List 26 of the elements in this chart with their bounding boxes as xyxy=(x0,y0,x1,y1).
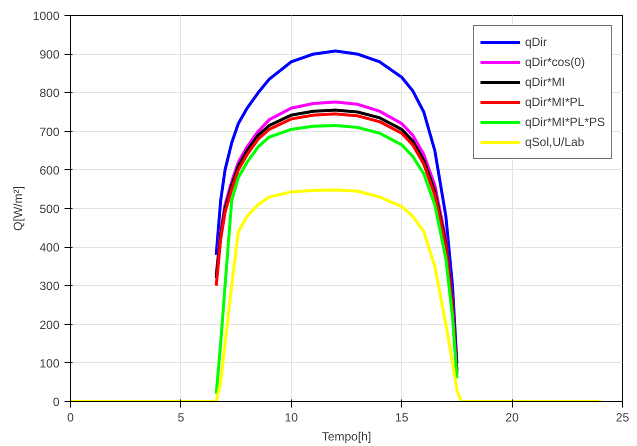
legend-label: qDir xyxy=(524,35,547,49)
y-tick-label: 300 xyxy=(39,279,60,294)
x-tick-label: 0 xyxy=(67,410,74,424)
legend-label: qDir*MI*PL xyxy=(524,95,584,109)
y-tick-label: 900 xyxy=(39,48,60,62)
line-series xyxy=(70,188,602,402)
y-axis-title: Q[W/m²] xyxy=(10,186,25,231)
legend-label: qDir*MI*PL*PS xyxy=(524,115,605,129)
y-tick-label: 1000 xyxy=(32,9,60,23)
x-tick-label: 5 xyxy=(178,410,185,424)
legend-label: qSol,U/Lab xyxy=(524,135,584,149)
legend-label: qDir*cos(0) xyxy=(524,55,585,69)
y-tick-label: 0 xyxy=(52,395,60,409)
x-tick-label: 25 xyxy=(616,410,630,424)
y-tick-label: 400 xyxy=(39,240,60,255)
x-tick-label: 10 xyxy=(284,410,298,424)
legend-label: qDir*MI xyxy=(524,75,565,89)
x-tick-label: 20 xyxy=(505,410,520,424)
y-tick-label: 600 xyxy=(39,163,60,178)
x-axis-title: Tempo[h] xyxy=(322,430,372,444)
y-tick-label: 500 xyxy=(39,202,60,216)
y-tick-label: 100 xyxy=(39,356,60,370)
x-tick-label: 15 xyxy=(395,410,409,424)
y-tick-label: 200 xyxy=(39,318,60,332)
y-tick-label: 700 xyxy=(39,124,60,139)
y-tick-label: 800 xyxy=(39,86,60,100)
